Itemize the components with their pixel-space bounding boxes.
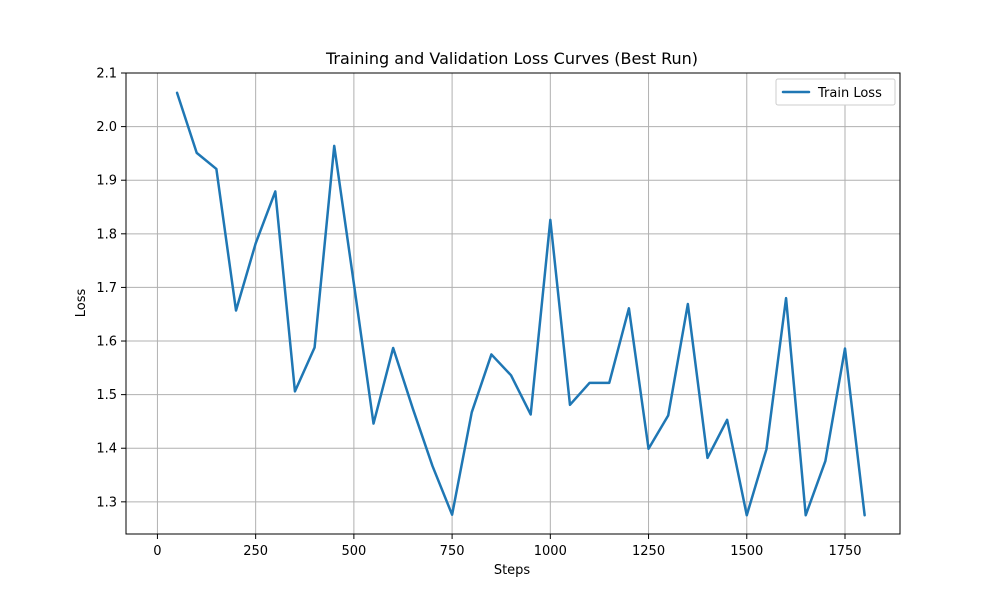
y-tick-label: 1.3 [96, 495, 117, 510]
y-tick-label: 2.1 [96, 67, 117, 82]
x-tick-label: 500 [341, 544, 366, 559]
grid-layer [126, 72, 900, 534]
x-axis-label: Steps [494, 563, 531, 578]
series-line-train-loss [175, 91, 866, 517]
x-tick-label: 250 [243, 544, 268, 559]
legend: Train Loss [775, 78, 896, 106]
legend-label: Train Loss [817, 86, 882, 101]
y-axis-label: Loss [74, 289, 89, 318]
y-tick-label: 1.5 [96, 388, 117, 403]
x-tick-label: 1500 [730, 544, 763, 559]
x-tick-label: 750 [440, 544, 465, 559]
x-tick-label: 0 [153, 544, 161, 559]
series-layer [175, 91, 866, 517]
x-tick-label: 1250 [632, 544, 665, 559]
x-tick-label: 1750 [828, 544, 861, 559]
axes-frame [125, 72, 901, 535]
y-tick-label: 1.4 [96, 442, 117, 457]
plot-area [126, 73, 900, 534]
axis-layer: 0 250 500 750 1000 1250 1500 1750 1.3 1.4 1.5 1.6 1.… [96, 67, 901, 559]
y-tick-label: 1.9 [96, 174, 117, 189]
legend-box [775, 78, 896, 106]
y-tick-label: 1.6 [96, 335, 117, 350]
y-tick-label: 1.7 [96, 281, 117, 296]
y-tick-label: 2.0 [96, 120, 117, 135]
y-tick-label: 1.8 [96, 227, 117, 242]
chart-title: Training and Validation Loss Curves (Bes… [325, 49, 698, 68]
x-tick-label: 1000 [534, 544, 567, 559]
